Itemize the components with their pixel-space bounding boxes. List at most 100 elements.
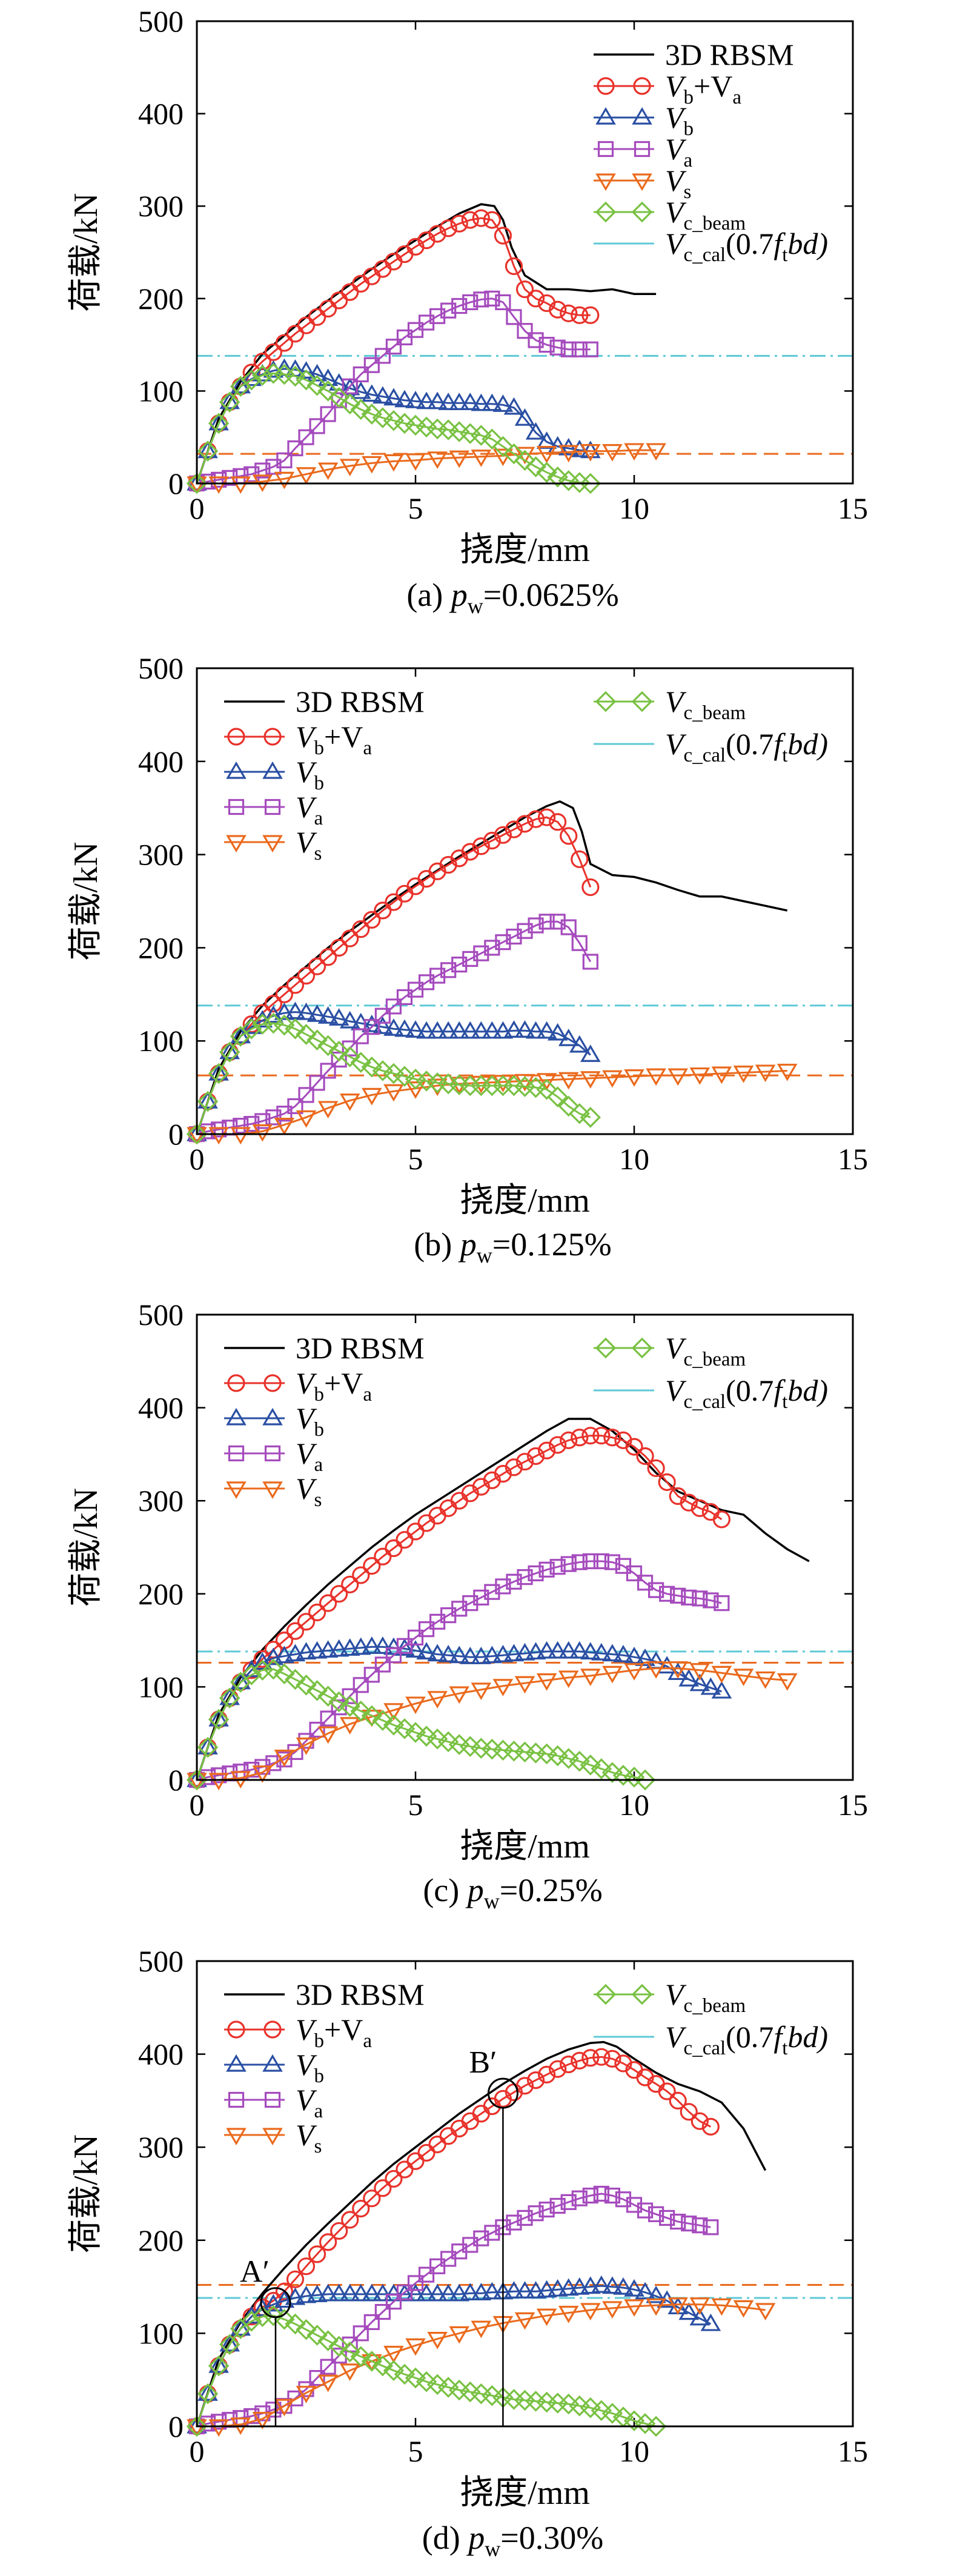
data-point-vs — [602, 443, 623, 462]
data-point-vs — [733, 1065, 754, 1083]
legend-swatch-marker — [633, 77, 651, 95]
legend-label: Vb+Va — [296, 720, 372, 759]
legend-swatch-marker — [263, 728, 282, 746]
x-tick-label: 10 — [619, 491, 649, 525]
data-point-vb — [219, 2334, 240, 2352]
data-point-vs — [296, 2386, 317, 2403]
data-point-vb_va — [417, 2143, 436, 2162]
data-point-va — [582, 954, 598, 970]
data-point-vs — [624, 2299, 644, 2317]
legend-swatch-marker — [264, 2091, 281, 2108]
y-tick-label: 200 — [138, 282, 184, 316]
data-point-vb — [514, 1020, 535, 1038]
data-point-vb_va — [483, 211, 501, 229]
y-tick-label: 400 — [138, 745, 184, 778]
data-point-vb — [350, 1637, 371, 1655]
data-point-va — [473, 1589, 489, 1606]
data-point-vc_beam — [580, 473, 601, 494]
data-point-va — [265, 2402, 282, 2418]
data-point-vs — [317, 462, 339, 480]
x-tick-label: 5 — [408, 2434, 423, 2468]
data-point-va — [593, 2185, 609, 2202]
legend-label: Vs — [296, 825, 322, 865]
data-point-vs — [646, 1661, 666, 1679]
data-point-vb_va — [647, 1459, 665, 1478]
data-point-va — [473, 291, 489, 308]
series-line-vb_va — [196, 2056, 711, 2427]
legend-item-vs: Vs — [224, 1472, 322, 1511]
series-line-va — [196, 920, 592, 1135]
series-vc_beam — [186, 1012, 601, 1145]
data-point-vb — [591, 1642, 612, 1661]
data-point-vs — [514, 1676, 535, 1694]
data-point-vc_beam — [186, 473, 208, 494]
data-point-vb — [438, 393, 459, 410]
data-point-vb — [339, 1638, 360, 1656]
data-point-vb — [514, 408, 535, 426]
data-point-va — [199, 473, 216, 490]
series-va — [188, 1553, 730, 1788]
data-point-vb — [306, 363, 328, 382]
data-point-va — [396, 2284, 413, 2300]
legend-label: Va — [665, 132, 693, 171]
data-point-vc_beam — [394, 1718, 416, 1739]
data-point-vb_va — [581, 2049, 600, 2067]
x-tick-label: 15 — [838, 491, 868, 525]
data-point-vs — [602, 2301, 623, 2319]
series-vc_beam — [186, 2305, 667, 2437]
data-point-va — [462, 951, 479, 967]
data-point-va — [320, 2359, 336, 2375]
data-point-vs — [602, 1665, 623, 1684]
data-point-vc_beam — [186, 1769, 208, 1791]
data-point-vb — [296, 361, 317, 379]
legend-label: Vb+Va — [296, 2013, 372, 2052]
data-point-vs — [296, 1738, 317, 1755]
data-point-vb_va — [505, 820, 523, 838]
data-point-vs — [733, 2300, 754, 2318]
data-point-va — [199, 1769, 216, 1785]
data-point-vb_va — [319, 2233, 337, 2251]
data-point-vc_beam — [296, 1675, 317, 1696]
data-point-vb — [602, 1644, 623, 1662]
data-point-vb_va — [636, 1447, 654, 1466]
legend-label: Vc_beam — [665, 1331, 746, 1370]
legend-swatch-marker — [262, 1407, 283, 1426]
data-point-vs — [339, 1094, 360, 1111]
data-point-vs — [492, 1679, 514, 1697]
data-point-vb_va — [581, 1427, 600, 1445]
data-point-vb_va — [352, 2199, 370, 2218]
y-tick-label: 100 — [138, 374, 184, 408]
data-point-vc_beam — [558, 1748, 579, 1769]
data-point-vb — [219, 1041, 240, 1060]
data-point-vc_beam — [285, 365, 306, 387]
data-point-vb_va — [505, 257, 523, 275]
legend-item-rbsm: 3D RBSM — [224, 1977, 425, 2011]
chart-panel-2: 0 5 10 15 0 100 200 300 400 500 挠度/mm 荷载/kN (c) pw=0… — [67, 1298, 868, 1913]
data-point-vs — [252, 2412, 273, 2429]
legend-item-vc_beam: Vc_beam — [594, 1331, 746, 1370]
data-point-vs — [558, 1072, 579, 1090]
y-tick-label: 500 — [138, 4, 184, 38]
legend-swatch-marker — [595, 691, 617, 712]
y-tick-label: 300 — [138, 189, 184, 223]
data-point-vb_va — [319, 948, 337, 966]
data-point-vb — [339, 2283, 360, 2302]
y-tick-label: 300 — [138, 838, 184, 872]
legend-item-vb: Vb — [224, 2048, 324, 2087]
data-point-vb — [525, 422, 546, 440]
data-point-vb_va — [537, 1441, 556, 1459]
series-line-vs — [197, 1069, 787, 1135]
data-point-vb — [263, 1647, 284, 1665]
data-point-va — [440, 302, 457, 319]
data-point-vc_beam — [263, 2305, 284, 2326]
data-point-vb — [362, 384, 382, 402]
data-point-va — [320, 1063, 336, 1079]
series-va — [188, 914, 598, 1143]
data-point-vs — [536, 1673, 557, 1691]
data-point-va — [363, 357, 380, 373]
data-point-vb — [547, 2279, 568, 2297]
data-point-vb_va — [549, 1436, 567, 1454]
data-point-va — [692, 2217, 708, 2234]
data-point-va — [495, 934, 511, 951]
data-point-vc_beam — [361, 2351, 383, 2372]
